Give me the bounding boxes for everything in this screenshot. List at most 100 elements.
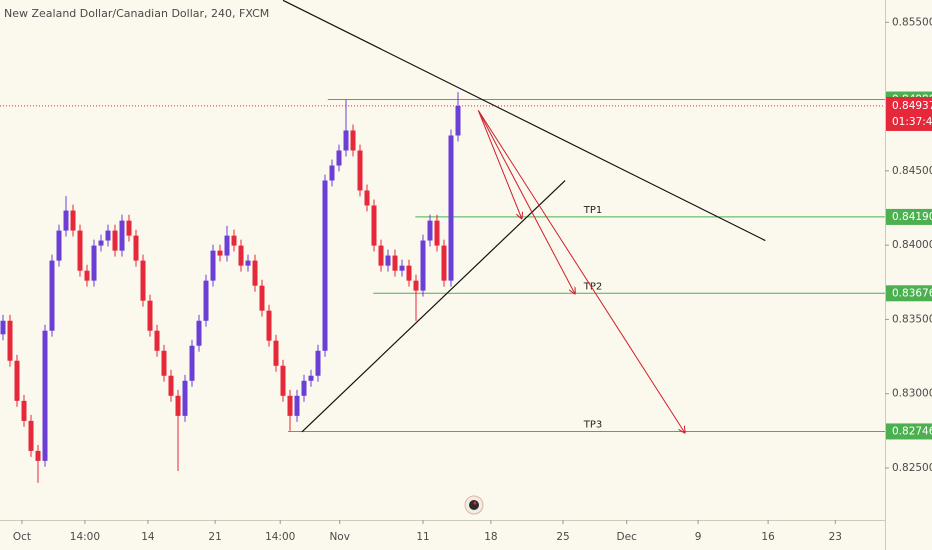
level-name: TP2 (583, 281, 603, 292)
candle-body (329, 165, 335, 181)
arrow (477, 110, 521, 218)
candle-body (371, 205, 377, 246)
x-tick-label: 14:00 (265, 531, 295, 543)
trendline (301, 180, 566, 433)
level-axis-label: 0.82746 (892, 425, 932, 437)
candle-body (434, 220, 440, 246)
candle-body (210, 250, 216, 281)
level-name: TP3 (583, 419, 603, 430)
y-tick-label: 0.83000 (892, 388, 932, 400)
candle-body (245, 260, 251, 266)
x-tick-label: 14 (141, 531, 155, 543)
candle-body (7, 320, 13, 361)
candle-body (392, 255, 398, 271)
candle-body (98, 240, 104, 246)
candle-body (378, 245, 384, 266)
x-tick-label: Nov (329, 531, 350, 543)
candle-body (455, 105, 461, 136)
chart-title: New Zealand Dollar/Canadian Dollar, 240,… (4, 7, 269, 20)
candle-body (217, 250, 223, 256)
candle-body (140, 260, 146, 301)
candle-body (35, 450, 41, 461)
last-price-label: 0.84937 (892, 100, 932, 112)
candle-body (413, 280, 419, 291)
candle-body (238, 245, 244, 266)
candle-body (420, 240, 426, 291)
x-tick-label: 14:00 (70, 531, 100, 543)
candle-body (336, 150, 342, 166)
candle-body (252, 260, 258, 286)
candle-body (385, 255, 391, 266)
last-price-label-bg (886, 96, 932, 131)
x-tick-label: 16 (761, 531, 775, 543)
x-tick-label: 21 (208, 531, 221, 543)
candle-body (70, 210, 76, 231)
level-axis-label-bg (886, 423, 932, 440)
x-tick-label: 9 (695, 531, 702, 543)
candle-body (119, 220, 125, 251)
candle-body (259, 285, 265, 311)
candle-body (56, 230, 62, 261)
y-tick-label: 0.84500 (892, 165, 932, 177)
x-tick-label: 25 (556, 531, 569, 543)
candle-body (343, 130, 349, 151)
level-axis-label: 0.83676 (892, 287, 932, 299)
candle-body (161, 350, 167, 376)
candle-body (42, 330, 48, 461)
y-tick-label: 0.85500 (892, 16, 932, 28)
candle-body (203, 280, 209, 321)
x-tick-label: Dec (617, 531, 638, 543)
candle-body (112, 230, 118, 251)
logo (464, 495, 484, 515)
candle-body (231, 235, 237, 246)
candle-body (294, 395, 300, 416)
candle-body (168, 375, 174, 396)
candle-body (77, 230, 83, 271)
candle-body (126, 220, 132, 236)
candle-body (315, 350, 321, 376)
y-tick-label: 0.84000 (892, 239, 932, 251)
candle-body (91, 245, 97, 281)
candle-body (350, 130, 356, 151)
candle-body (357, 150, 363, 191)
candle-body (175, 395, 181, 416)
candle-body (63, 210, 69, 231)
candle-body (14, 360, 20, 401)
level-name: TP1 (583, 205, 603, 216)
candle-body (280, 365, 286, 396)
level-axis-label: 0.84190 (892, 211, 932, 223)
candle-body (322, 180, 328, 351)
candle-body (266, 310, 272, 341)
candle-body (399, 265, 405, 271)
candle-body (273, 340, 279, 366)
x-tick-label: Oct (13, 531, 31, 543)
candle-body (196, 320, 202, 346)
trendline (282, 0, 766, 242)
candle-body (427, 220, 433, 241)
axes: 0.82500 0.83000 0.83500 0.84000 0.84500 0.855… (13, 16, 932, 543)
candle-body (287, 395, 293, 416)
candle-body (308, 375, 314, 381)
candle-body (154, 330, 160, 351)
level-axis-label-bg (886, 285, 932, 302)
candle-body (448, 135, 454, 281)
y-tick-label: 0.82500 (892, 462, 932, 474)
candle-body (105, 230, 111, 241)
x-tick-label: 23 (829, 531, 842, 543)
candle-body (364, 190, 370, 206)
countdown-label: 01:37:40 (892, 116, 932, 128)
candle-body (0, 320, 6, 335)
candle-body (84, 270, 90, 281)
arrow (477, 110, 575, 293)
candle-body (441, 245, 447, 281)
level-axis-label-bg (886, 208, 932, 225)
candle-body (406, 265, 412, 281)
x-tick-label: 18 (484, 531, 497, 543)
candle-body (189, 345, 195, 381)
candle-body (28, 420, 34, 451)
candle-body (21, 400, 27, 421)
y-tick-label: 0.83500 (892, 313, 932, 325)
candle-body (224, 235, 230, 256)
arrow (477, 110, 684, 432)
